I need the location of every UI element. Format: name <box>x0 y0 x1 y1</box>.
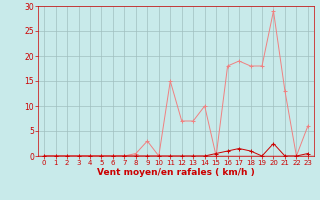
X-axis label: Vent moyen/en rafales ( km/h ): Vent moyen/en rafales ( km/h ) <box>97 168 255 177</box>
